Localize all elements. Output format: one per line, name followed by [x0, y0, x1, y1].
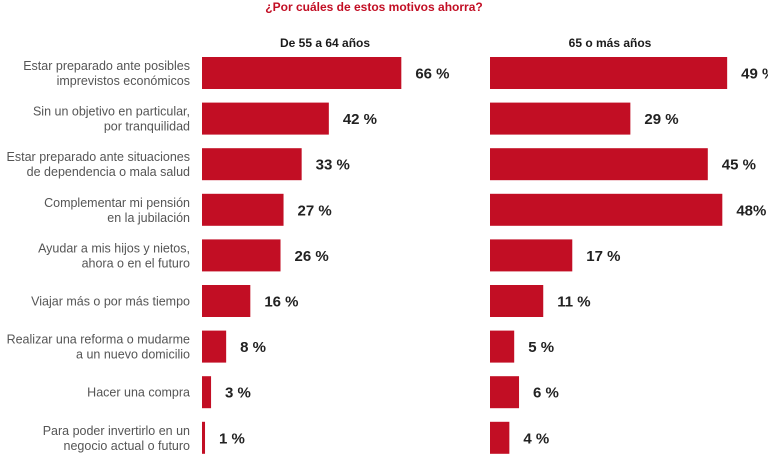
data-label: 3 %	[225, 385, 251, 402]
category-label-line: Estar preparado ante situaciones	[7, 150, 190, 164]
bar	[202, 193, 284, 226]
data-label: 45 %	[722, 157, 756, 174]
category-label-line: en la jubilación	[107, 211, 190, 225]
bar	[490, 102, 631, 135]
category-label: Complementar mi pensión en la jubilación	[44, 196, 190, 225]
category-label-line: imprevistos económicos	[57, 74, 190, 88]
series-title: 65 o más años	[569, 36, 652, 50]
data-label: 42 %	[343, 111, 377, 128]
panels: De 55 a 64 años 66 % 42 % 33 % 27 % 26 % 16 % 8…	[202, 36, 768, 454]
category-label: Realizar una reforma o mudarme a un nuevo…	[7, 333, 190, 362]
data-label: 6 %	[533, 385, 559, 402]
bar	[202, 57, 402, 89]
category-label-line: Complementar mi pensión	[44, 196, 190, 210]
category-label-line: Sin un objetivo en particular,	[33, 105, 190, 119]
category-label-line: a un nuevo domicilio	[76, 348, 190, 362]
category-label-line: Ayudar a mis hijos y nietos,	[38, 241, 190, 255]
bar	[490, 330, 515, 363]
series-panel: De 55 a 64 años 66 % 42 % 33 % 27 % 26 % 16 % 8…	[202, 36, 450, 454]
data-label: 27 %	[298, 202, 332, 219]
bar	[202, 102, 329, 135]
category-label-line: de dependencia o mala salud	[27, 165, 190, 179]
category-label-line: Realizar una reforma o mudarme	[7, 333, 190, 347]
data-label: 16 %	[264, 294, 298, 311]
category-label-line: Hacer una compra	[87, 386, 190, 400]
category-labels: Estar preparado ante posibles imprevistos…	[7, 59, 190, 453]
bar	[490, 239, 573, 272]
chart-title: ¿Por cuáles de estos motivos ahorra?	[265, 0, 482, 14]
data-label: 11 %	[557, 294, 590, 311]
category-label-line: por tranquilidad	[104, 120, 190, 134]
bar	[202, 376, 212, 409]
data-label: 29 %	[644, 111, 678, 128]
bar	[202, 148, 302, 181]
category-label-line: Viajar más o por más tiempo	[31, 295, 190, 309]
series-panel: 65 o más años 49 % 29 % 45 % 48% 17 % 11 % 5 % 6…	[490, 36, 768, 454]
data-label: 4 %	[523, 430, 549, 447]
data-label: 49 %	[741, 66, 768, 83]
bar	[490, 421, 510, 454]
category-label-line: ahora o en el futuro	[82, 256, 190, 270]
bar	[490, 57, 728, 89]
bar	[202, 421, 206, 454]
category-label: Estar preparado ante situaciones de depen…	[7, 150, 190, 179]
category-label: Hacer una compra	[87, 386, 190, 400]
data-label: 66 %	[415, 66, 449, 83]
category-label: Ayudar a mis hijos y nietos, ahora o en e…	[38, 241, 190, 270]
data-label: 26 %	[295, 248, 329, 265]
bar	[490, 285, 544, 317]
category-label-line: Estar preparado ante posibles	[23, 59, 190, 73]
data-label: 17 %	[586, 248, 620, 265]
series-title: De 55 a 64 años	[280, 36, 370, 50]
data-label: 5 %	[528, 339, 554, 356]
bar	[202, 330, 227, 363]
data-label: 48%	[736, 202, 766, 219]
bar	[490, 376, 520, 409]
bar	[490, 148, 708, 181]
category-label-line: Para poder invertirlo en un	[43, 424, 190, 438]
data-label: 1 %	[219, 430, 245, 447]
bar	[202, 285, 251, 317]
category-label: Estar preparado ante posibles imprevistos…	[23, 59, 190, 88]
category-label: Viajar más o por más tiempo	[31, 295, 190, 309]
category-label: Para poder invertirlo en un negocio actua…	[43, 424, 190, 453]
bar	[490, 193, 723, 226]
data-label: 8 %	[240, 339, 266, 356]
bar	[202, 239, 281, 272]
data-label: 33 %	[316, 157, 350, 174]
category-label-line: negocio actual o futuro	[64, 439, 191, 453]
category-label: Sin un objetivo en particular, por tranqu…	[33, 105, 190, 134]
